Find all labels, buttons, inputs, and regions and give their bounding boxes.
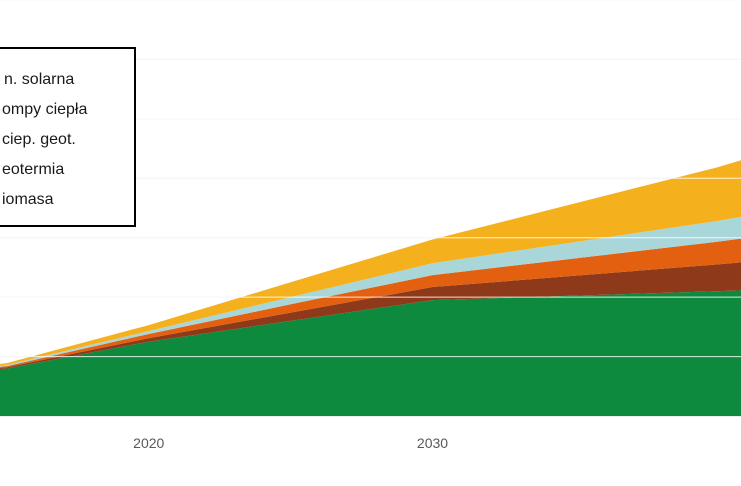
legend-label: ciep. geot. (2, 131, 76, 148)
area-series-4 (0, 160, 741, 366)
legend-label: eotermia (2, 161, 65, 178)
tick-layer: 2020 2030 (133, 435, 448, 451)
area-layer (0, 160, 741, 416)
legend-item: ciep. geot. (0, 131, 76, 149)
legend: n. solarna ompy ciepła ciep. geot. eotermia… (0, 47, 136, 227)
legend-item: eotermia (0, 161, 64, 179)
x-tick-label: 2030 (417, 435, 448, 451)
legend-label: iomasa (2, 191, 54, 208)
area-series-1 (0, 262, 741, 370)
area-series-3 (0, 216, 741, 367)
area-series-2 (0, 238, 741, 368)
legend-item: n. solarna (0, 71, 74, 89)
legend-item: iomasa (0, 191, 54, 209)
legend-label: n. solarna (4, 71, 75, 88)
area-series-0 (0, 290, 741, 416)
legend-item: ompy ciepła (0, 101, 87, 119)
legend-label: ompy ciepła (2, 101, 88, 118)
x-tick-label: 2020 (133, 435, 164, 451)
